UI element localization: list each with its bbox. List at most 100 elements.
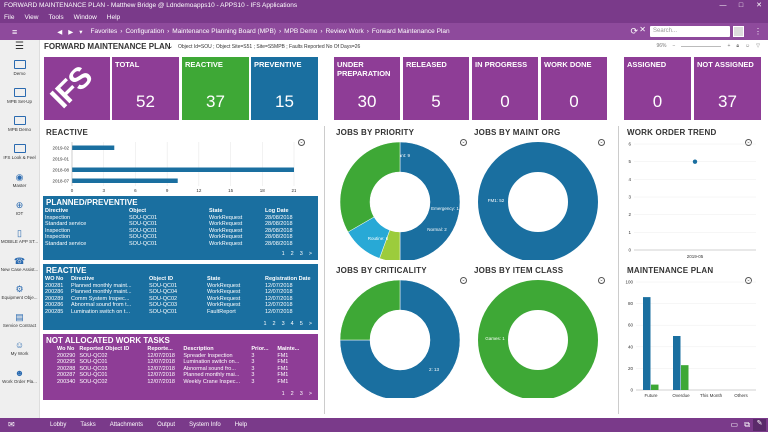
page-link[interactable]: 1 <box>281 391 285 397</box>
col-header[interactable]: Mainte... <box>277 346 300 352</box>
menu-help[interactable]: Help <box>106 14 121 21</box>
sidebar-item-mpb-demo[interactable]: MPB Demo <box>0 110 39 138</box>
page-link[interactable]: 4 <box>290 321 294 327</box>
col-header[interactable]: Object ID <box>149 276 174 282</box>
tab-lobby[interactable]: Lobby <box>50 422 67 428</box>
col-header[interactable]: Description <box>183 346 214 352</box>
chart-menu-icon[interactable]: ⌄ <box>298 139 305 146</box>
col-header[interactable]: Wo No <box>57 346 75 352</box>
tab-output[interactable]: Output <box>157 422 176 428</box>
chart-menu-icon[interactable]: ⌄ <box>598 277 605 284</box>
restore-icon[interactable]: ⧉ <box>744 420 750 429</box>
table-row[interactable]: 200281 Planned monthly maint... SOU-QC01 Wo… <box>45 282 293 289</box>
minimize-icon[interactable]: — <box>719 2 727 9</box>
chart-menu-icon[interactable]: ⌄ <box>745 277 752 284</box>
next-page-link[interactable]: > <box>308 251 312 257</box>
col-header[interactable]: Object <box>129 208 147 214</box>
table-row[interactable]: 200286 Planned monthly maint... SOU-QC04 Wo… <box>45 289 293 295</box>
breadcrumb-review-work[interactable]: Review Work <box>325 28 364 35</box>
sidebar-item-work-order-plan[interactable]: ☻ Work Order Pla... <box>2 368 37 384</box>
sidebar-item-my-work[interactable]: ☺ My Work <box>10 340 29 356</box>
page-link[interactable]: 3 <box>281 321 285 327</box>
tile-released[interactable]: RELEASED 5 <box>403 57 469 120</box>
col-header[interactable]: Reporte... <box>147 346 173 352</box>
sidebar-item-service-contract[interactable]: ▤ Service Contract <box>2 312 37 328</box>
sidebar-item-mpb-setup[interactable]: MPB Set-Up <box>0 82 39 110</box>
tile-preventive[interactable]: PREVENTIVE 15 <box>251 57 318 120</box>
table-row[interactable]: 200286 Abnormal sound from t... SOU-QC03 Wo… <box>45 302 293 308</box>
chevron-down-icon[interactable]: ⌄ <box>168 44 174 50</box>
back-icon[interactable]: ◀ <box>57 28 63 36</box>
sidebar-item-equipment[interactable]: ⚙ Equipment Obje... <box>1 284 38 300</box>
breadcrumb-mpb-demo[interactable]: MPB Demo <box>284 28 318 35</box>
tab-tasks[interactable]: Tasks <box>80 422 96 428</box>
table-row[interactable]: 200295 SOU-QC01 12/07/2018 Lumination switc… <box>57 359 289 365</box>
table-row[interactable]: 200285 Lumination switch on t... SOU-QC01 F… <box>45 308 293 315</box>
tab-help[interactable]: Help <box>234 422 248 428</box>
breadcrumb-favorites[interactable]: Favorites <box>90 28 118 35</box>
sidebar-menu-icon[interactable]: ☰ <box>15 41 24 52</box>
zoom-out-icon[interactable]: − <box>672 43 676 49</box>
chart-menu-icon[interactable]: ⌄ <box>460 277 467 284</box>
page-link[interactable]: 1 <box>263 321 267 327</box>
table-row[interactable]: Inspection SOU-QC01 WorkRequest 28/08/2018 <box>45 214 293 221</box>
col-header[interactable]: WO No <box>45 276 64 282</box>
tile-reactive[interactable]: REACTIVE 37 <box>182 57 249 120</box>
col-header[interactable]: State <box>207 276 221 282</box>
chart-menu-icon[interactable]: ⌄ <box>460 139 467 146</box>
breadcrumb-configuration[interactable]: Configuration <box>125 28 165 35</box>
col-header[interactable]: Registration Date <box>265 276 311 282</box>
tile-in-progress[interactable]: IN PROGRESS 0 <box>472 57 538 120</box>
page-link[interactable]: 3 <box>299 251 303 257</box>
sidebar-item-mobile[interactable]: ▯ MOBILE APP ST... <box>0 228 39 244</box>
maximize-icon[interactable]: □ <box>738 2 744 9</box>
refresh-icon[interactable]: ⟳ <box>630 26 638 36</box>
menu-view[interactable]: View <box>24 14 39 21</box>
settings-icon[interactable]: ⋮ <box>754 27 762 36</box>
table-row[interactable]: Inspection SOU-QC01 WorkRequest 28/08/2018 <box>45 234 293 240</box>
history-dropdown-icon[interactable]: ▾ <box>79 28 83 36</box>
page-link[interactable]: 5 <box>299 321 303 327</box>
table-row[interactable]: 200289 Comm System Inspec... SOU-QC02 WorkR… <box>45 295 293 302</box>
sidebar-item-demo[interactable]: Demo <box>0 54 39 82</box>
tab-system-info[interactable]: System Info <box>189 422 221 428</box>
menu-file[interactable]: File <box>4 14 15 21</box>
col-header[interactable]: Directive <box>45 208 69 214</box>
sidebar-item-look-feel[interactable]: IFS Look & Feel <box>0 138 39 166</box>
lock-icon[interactable]: 🔒︎ <box>736 43 740 49</box>
table-row[interactable]: Standard service SOU-QC01 WorkRequest 28/08… <box>45 240 293 247</box>
breadcrumb-forward-plan[interactable]: Forward Maintenance Plan <box>371 28 450 35</box>
close-icon[interactable]: ✕ <box>756 2 762 9</box>
page-link[interactable]: 2 <box>290 251 294 257</box>
tab-attachments[interactable]: Attachments <box>109 422 144 428</box>
col-header[interactable]: Reported Object ID <box>79 346 130 352</box>
table-row[interactable]: 200340 SOU-QC02 12/07/2018 Weekly Crane Ins… <box>57 378 289 385</box>
tile-not-assigned[interactable]: NOT ASSIGNED 37 <box>694 57 761 120</box>
tile-work-done[interactable]: WORK DONE 0 <box>541 57 607 120</box>
page-link[interactable]: 1 <box>281 251 285 257</box>
table-row[interactable]: 200290 SOU-QC02 12/07/2018 Spreader Inspect… <box>57 352 289 359</box>
table-row[interactable]: 200287 SOU-QC01 12/07/2018 Planned monthly … <box>57 372 289 378</box>
sidebar-item-iot[interactable]: ⊕ IOT <box>0 194 39 222</box>
page-link[interactable]: 3 <box>299 391 303 397</box>
user-icon[interactable]: ☺ <box>745 43 751 49</box>
table-row[interactable]: Inspection SOU-QC01 WorkRequest 28/08/2018 <box>45 227 293 234</box>
feedback-icon[interactable]: ✎ <box>753 419 766 431</box>
window-icon[interactable]: ▭ <box>730 420 738 429</box>
filter-icon[interactable]: ▽ <box>756 43 760 49</box>
hamburger-icon[interactable]: ≡ <box>12 26 18 37</box>
table-row[interactable]: 200288 SOU-QC03 12/07/2018 Abnormal sound f… <box>57 365 289 372</box>
sidebar-item-master[interactable]: ◉ Master <box>12 172 27 188</box>
col-header[interactable]: State <box>209 208 223 214</box>
breadcrumb-mpb[interactable]: Maintenance Planning Board (MPB) <box>172 28 276 35</box>
forward-icon[interactable]: ▶ <box>68 28 74 36</box>
menu-window[interactable]: Window <box>73 14 97 21</box>
sidebar-item-new-case[interactable]: ☎ New Case Assist... <box>0 256 39 272</box>
zoom-in-icon[interactable]: + <box>727 43 731 49</box>
tile-total[interactable]: TOTAL 52 <box>112 57 179 120</box>
menu-tools[interactable]: Tools <box>48 14 64 21</box>
tile-under-preparation[interactable]: UNDER PREPARATION 30 <box>334 57 400 120</box>
col-header[interactable]: Directive <box>71 276 95 282</box>
chart-menu-icon[interactable]: ⌄ <box>745 139 752 146</box>
page-link[interactable]: 2 <box>290 391 294 397</box>
